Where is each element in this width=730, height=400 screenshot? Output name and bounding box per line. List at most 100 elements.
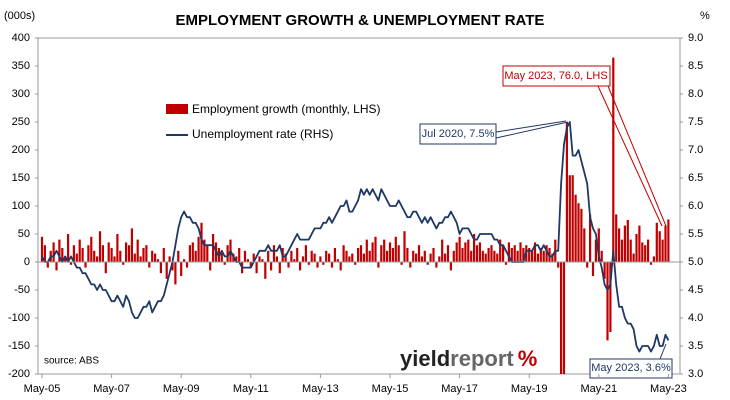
bar [591,262,595,276]
bar [333,248,336,262]
bar [461,248,464,262]
bar [348,256,351,262]
bar [629,239,632,262]
bar [580,208,583,262]
annotation-leader [607,85,667,227]
annotation-box [502,65,611,87]
bar [90,236,93,262]
bar [371,242,374,262]
bar [394,236,397,262]
bar [409,262,412,268]
bar [75,253,78,262]
bar [301,256,305,262]
bar [325,250,328,262]
bar [597,228,600,262]
bar [220,250,223,262]
bar [203,239,206,262]
bar [528,248,531,262]
bar [319,256,322,262]
bar [252,253,255,262]
bar [618,228,621,262]
bar [496,253,499,262]
bar [272,245,276,262]
annotation-leader [659,343,667,360]
bar [560,262,563,374]
y-tick-label: 200 [12,144,30,156]
bar [652,256,655,262]
bar [255,262,258,274]
bar [278,262,281,274]
bar [194,250,197,262]
bar [458,236,461,262]
bar [641,242,644,262]
bar [539,248,542,262]
bar [246,259,249,262]
bar [397,245,400,262]
bar [426,262,429,265]
bar [78,239,81,262]
y2-axis-label: % [700,10,710,22]
bar [84,262,87,268]
bar [345,250,348,262]
bar [293,259,296,262]
bar [98,231,102,262]
bar [64,256,67,262]
bar [223,262,226,265]
x-tick-label: May-21 [580,383,617,395]
bar [516,250,519,262]
legend-label: Unemployment rate (RHS) [192,127,333,141]
bar [658,231,661,262]
bar [107,242,110,262]
bar [125,242,128,262]
bar [429,253,432,262]
bar [533,242,537,262]
y-tick-label: 350 [12,60,30,72]
bar [284,253,287,262]
bar [557,262,560,268]
bar [606,262,609,341]
line [41,121,670,353]
bar [551,253,554,262]
bar [452,250,455,262]
bar [441,239,444,262]
bar [258,256,261,262]
annotation: May 2023, 76.0, LHS [504,70,607,82]
bar [574,194,577,262]
bar [449,262,452,271]
bar [290,250,293,262]
y2-tick-label: 5.5 [688,228,703,240]
bar [133,253,136,262]
bar [577,203,580,262]
bar [464,242,467,262]
bar [110,248,113,262]
bar [296,248,299,262]
bar [612,57,615,262]
bar [380,245,383,262]
bar [307,262,310,265]
bar [209,262,212,271]
bar [243,250,247,262]
bar [545,245,548,262]
bar [354,262,357,265]
bar [490,245,493,262]
bar [415,253,418,262]
bar [507,242,510,262]
bar [249,262,252,268]
bar [620,239,624,262]
bar [171,262,174,271]
y2-tick-label: 4.5 [688,284,703,296]
bar [502,245,505,262]
bar [342,245,345,262]
bar [478,242,481,262]
bar [165,262,168,279]
bar [647,239,650,262]
annotation-leader [495,121,569,139]
bar [287,262,290,268]
bar [261,259,264,262]
bar [43,245,46,262]
y2-tick-label: 9.0 [688,32,703,44]
bar [101,245,104,262]
annotation-leader [495,120,567,133]
bar [522,248,525,262]
